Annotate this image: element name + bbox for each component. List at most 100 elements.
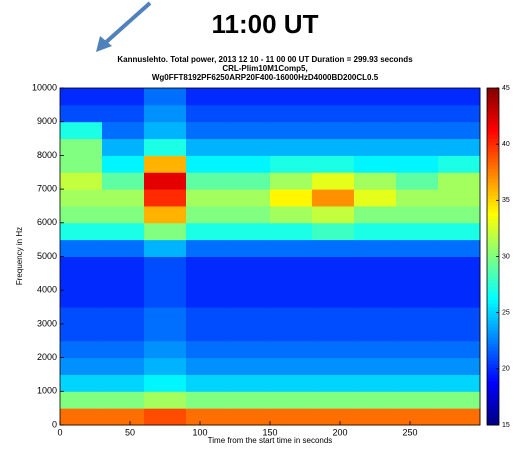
heatmap-cell bbox=[438, 374, 481, 391]
heatmap-cell bbox=[312, 257, 355, 274]
heatmap-cell bbox=[438, 139, 481, 156]
colorbar-tick-label: 20 bbox=[502, 366, 510, 373]
heatmap-cell bbox=[396, 257, 439, 274]
heatmap-cell bbox=[144, 223, 187, 240]
colorbar-step bbox=[487, 169, 499, 173]
colorbar-step bbox=[487, 155, 499, 159]
colorbar-step bbox=[487, 132, 499, 136]
colorbar-tick-label: 25 bbox=[502, 310, 510, 317]
heatmap-cell bbox=[144, 122, 187, 139]
heatmap-cell bbox=[354, 155, 397, 172]
colorbar-step bbox=[487, 334, 499, 338]
colorbar-step bbox=[487, 135, 499, 139]
heatmap-cell bbox=[312, 206, 355, 223]
heatmap-cell bbox=[60, 324, 103, 341]
heatmap-cell bbox=[270, 358, 313, 375]
heatmap-cell bbox=[186, 223, 229, 240]
heatmap-cell bbox=[186, 324, 229, 341]
heatmap-cell bbox=[396, 189, 439, 206]
heatmap-cell bbox=[312, 223, 355, 240]
heatmap-cell bbox=[312, 324, 355, 341]
heatmap-cell bbox=[354, 189, 397, 206]
heatmap-cell bbox=[186, 374, 229, 391]
colorbar-step bbox=[487, 240, 499, 244]
colorbar-step bbox=[487, 263, 499, 267]
colorbar-step bbox=[487, 314, 499, 318]
colorbar-step bbox=[487, 101, 499, 105]
heatmap-cell bbox=[438, 324, 481, 341]
heatmap-cell bbox=[228, 408, 271, 425]
y-tick-label: 2000 bbox=[37, 352, 57, 362]
colorbar-step bbox=[487, 287, 499, 291]
heatmap-cell bbox=[144, 139, 187, 156]
colorbar-step bbox=[487, 280, 499, 284]
heatmap-cell bbox=[102, 358, 145, 375]
heatmap-cell bbox=[228, 223, 271, 240]
colorbar-step bbox=[487, 290, 499, 294]
colorbar-tick-label: 30 bbox=[502, 253, 510, 260]
heatmap-cell bbox=[438, 155, 481, 172]
heatmap-cell bbox=[102, 341, 145, 358]
colorbar-step bbox=[487, 381, 499, 385]
heatmap-cell bbox=[228, 374, 271, 391]
colorbar-step bbox=[487, 344, 499, 348]
heatmap-cell bbox=[144, 324, 187, 341]
colorbar-step bbox=[487, 233, 499, 237]
y-tick-label: 1000 bbox=[37, 386, 57, 396]
heatmap-cell bbox=[312, 105, 355, 122]
colorbar-step bbox=[487, 327, 499, 331]
colorbar-step bbox=[487, 162, 499, 166]
heatmap-cell bbox=[438, 273, 481, 290]
heatmap-cell bbox=[228, 273, 271, 290]
heatmap-cell bbox=[102, 206, 145, 223]
colorbar-step bbox=[487, 122, 499, 126]
colorbar-step bbox=[487, 152, 499, 156]
heatmap-cell bbox=[228, 257, 271, 274]
colorbar-step bbox=[487, 172, 499, 176]
colorbar-step bbox=[487, 250, 499, 254]
colorbar-step bbox=[487, 95, 499, 99]
heatmap-cell bbox=[60, 307, 103, 324]
colorbar-step bbox=[487, 277, 499, 281]
x-tick-label: 200 bbox=[332, 427, 347, 437]
heatmap-cell bbox=[144, 155, 187, 172]
heatmap-cell bbox=[228, 189, 271, 206]
heatmap-cell bbox=[312, 122, 355, 139]
heatmap-cell bbox=[396, 290, 439, 307]
arrow bbox=[104, 3, 150, 44]
heatmap-cell bbox=[438, 341, 481, 358]
heatmap-cell bbox=[60, 189, 103, 206]
heatmap-cell bbox=[396, 223, 439, 240]
heatmap-cell bbox=[270, 189, 313, 206]
heatmap-cell bbox=[354, 172, 397, 189]
heatmap-cell bbox=[186, 358, 229, 375]
heatmap-cell bbox=[60, 257, 103, 274]
colorbar-step bbox=[487, 398, 499, 402]
colorbar-step bbox=[487, 179, 499, 183]
colorbar-step bbox=[487, 368, 499, 372]
heatmap-cell bbox=[186, 139, 229, 156]
heatmap-cell bbox=[186, 341, 229, 358]
colorbar-step bbox=[487, 105, 499, 109]
x-tick-label: 0 bbox=[57, 427, 62, 437]
heatmap-cell bbox=[312, 139, 355, 156]
colorbar-step bbox=[487, 337, 499, 341]
colorbar-step bbox=[487, 300, 499, 304]
heatmap-cell bbox=[60, 374, 103, 391]
colorbar-step bbox=[487, 283, 499, 287]
heatmap-cell bbox=[186, 391, 229, 408]
heatmap-cell bbox=[270, 122, 313, 139]
heatmap-cell bbox=[270, 391, 313, 408]
heatmap-cell bbox=[228, 105, 271, 122]
heatmap-cell bbox=[438, 122, 481, 139]
heatmap-cell bbox=[354, 408, 397, 425]
y-tick-label: 9000 bbox=[37, 116, 57, 126]
heatmap-cell bbox=[60, 408, 103, 425]
heatmap-cell bbox=[228, 307, 271, 324]
chart-title: Kannuslehto. Total power, 2013 12 10 - 1… bbox=[117, 55, 413, 64]
heatmap-cell bbox=[354, 307, 397, 324]
heatmap-cell bbox=[144, 273, 187, 290]
heatmap-cell bbox=[312, 307, 355, 324]
colorbar-step bbox=[487, 418, 499, 422]
heatmap-cell bbox=[396, 105, 439, 122]
